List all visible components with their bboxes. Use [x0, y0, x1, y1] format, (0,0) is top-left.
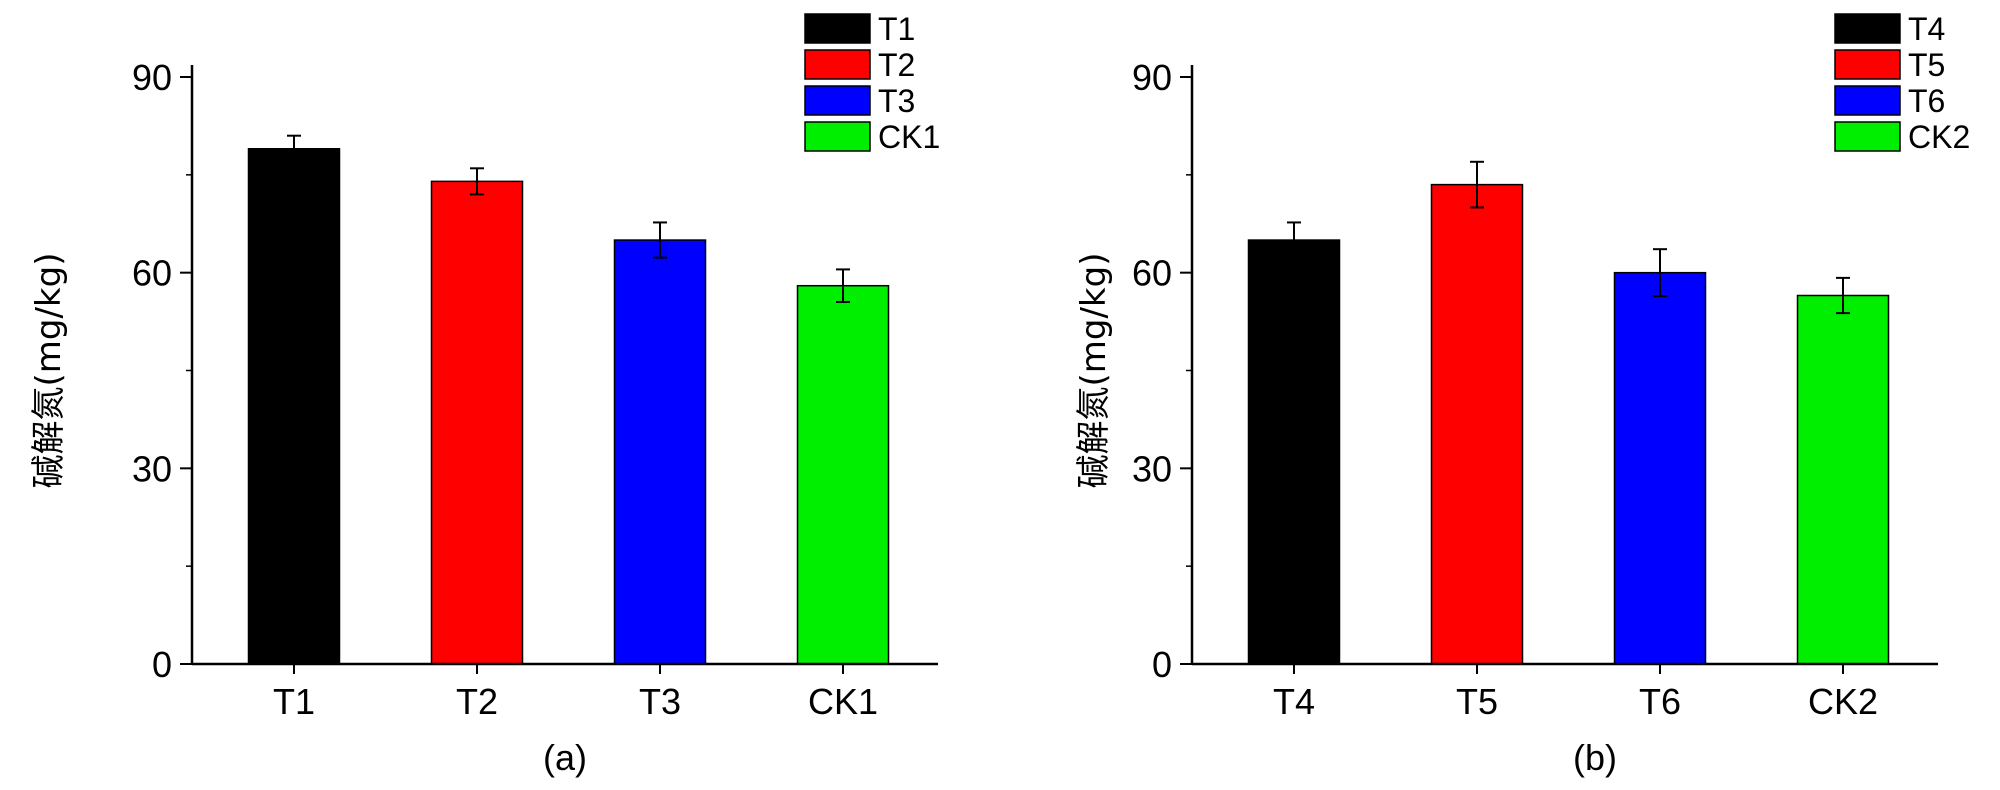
- y-axis-label: 碱解氮(mg/kg): [29, 253, 69, 489]
- legend-swatch-CK2: [1834, 121, 1901, 152]
- bar-T6: [1613, 271, 1707, 665]
- x-tick-label-CK2: CK2: [1808, 681, 1878, 722]
- legend-label-T5: T5: [1908, 47, 1945, 83]
- y-tick-label-90: 90: [1132, 57, 1172, 98]
- panel-label: (a): [543, 737, 587, 778]
- x-tick-label-CK1: CK1: [808, 681, 878, 722]
- legend-swatch-T6: [1834, 85, 1901, 116]
- legend-label-T6: T6: [1908, 83, 1945, 119]
- x-tick-label-T4: T4: [1273, 681, 1315, 722]
- y-tick-label-90: 90: [132, 57, 172, 98]
- y-tick-label-60: 60: [1132, 253, 1172, 294]
- y-tick-label-30: 30: [1132, 448, 1172, 489]
- legend-swatch-CK1: [804, 121, 871, 152]
- bar-T1: [247, 147, 341, 665]
- legend-swatch-T1: [804, 13, 871, 44]
- legend-swatch-T2: [804, 49, 871, 80]
- legend-label-CK2: CK2: [1908, 119, 1970, 155]
- bar-T4: [1247, 239, 1341, 665]
- x-tick-label-T3: T3: [639, 681, 681, 722]
- x-tick-label-T6: T6: [1639, 681, 1681, 722]
- x-tick-label-T1: T1: [273, 681, 315, 722]
- legend-swatch-T3: [804, 85, 871, 116]
- y-tick-label-0: 0: [152, 644, 172, 685]
- bar-T3: [613, 239, 707, 665]
- bar-CK1: [796, 284, 890, 665]
- panel-label: (b): [1573, 737, 1617, 778]
- legend-label-T2: T2: [878, 47, 915, 83]
- legend-label-T1: T1: [878, 11, 915, 47]
- bar-T2: [430, 180, 524, 665]
- legend-swatch-T5: [1834, 49, 1901, 80]
- y-tick-label-0: 0: [1152, 644, 1172, 685]
- x-tick-label-T5: T5: [1456, 681, 1498, 722]
- legend-swatch-T4: [1834, 13, 1901, 44]
- y-axis-label: 碱解氮(mg/kg): [1074, 253, 1114, 489]
- y-tick-label-30: 30: [132, 448, 172, 489]
- x-tick-label-T2: T2: [456, 681, 498, 722]
- bar-CK2: [1796, 294, 1890, 665]
- legend-label-CK1: CK1: [878, 119, 940, 155]
- bar-T5: [1430, 183, 1524, 665]
- legend-label-T4: T4: [1908, 11, 1945, 47]
- y-tick-label-60: 60: [132, 253, 172, 294]
- legend-label-T3: T3: [878, 83, 915, 119]
